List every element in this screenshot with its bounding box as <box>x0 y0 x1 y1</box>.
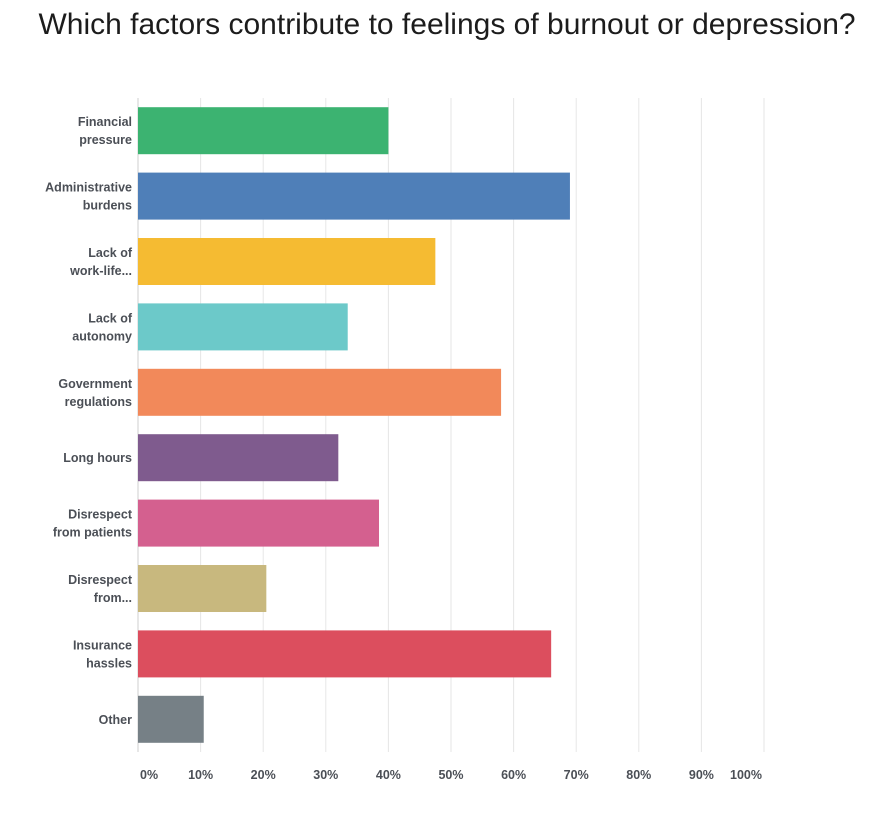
bar <box>138 434 339 482</box>
category-label: Insurance <box>73 638 132 652</box>
category-label: hassles <box>86 656 132 670</box>
bar <box>138 172 570 220</box>
category-label: regulations <box>65 395 132 409</box>
x-tick-label: 50% <box>438 768 463 782</box>
bar <box>138 303 348 351</box>
category-label: Government <box>58 377 132 391</box>
x-tick-label: 60% <box>501 768 526 782</box>
category-label: from... <box>94 591 132 605</box>
bar <box>138 107 389 155</box>
x-tick-label: 20% <box>251 768 276 782</box>
bar <box>138 695 204 743</box>
category-label: Financial <box>78 115 132 129</box>
x-tick-label: 70% <box>564 768 589 782</box>
category-label: Disrespect <box>68 573 133 587</box>
bar <box>138 238 436 285</box>
x-tick-label: 80% <box>626 768 651 782</box>
x-tick-label: 0% <box>140 768 158 782</box>
category-label: autonomy <box>72 329 132 343</box>
chart-title: Which factors contribute to feelings of … <box>38 8 856 41</box>
category-label: pressure <box>79 133 132 147</box>
category-label: Other <box>99 713 132 727</box>
category-label: work-life... <box>69 264 132 278</box>
category-label: Lack of <box>88 246 133 260</box>
bar <box>138 630 552 678</box>
category-label: Disrespect <box>68 508 133 522</box>
bar <box>138 368 502 416</box>
x-tick-label: 30% <box>313 768 338 782</box>
category-label: from patients <box>53 526 132 540</box>
category-label: Lack of <box>88 311 133 325</box>
x-tick-label: 10% <box>188 768 213 782</box>
bar <box>138 565 267 612</box>
category-label: Administrative <box>45 181 132 195</box>
x-tick-label: 100% <box>730 768 762 782</box>
category-label: burdens <box>83 199 132 213</box>
x-tick-label: 90% <box>689 768 714 782</box>
category-label: Long hours <box>63 451 132 465</box>
bar <box>138 499 380 547</box>
x-tick-label: 40% <box>376 768 401 782</box>
